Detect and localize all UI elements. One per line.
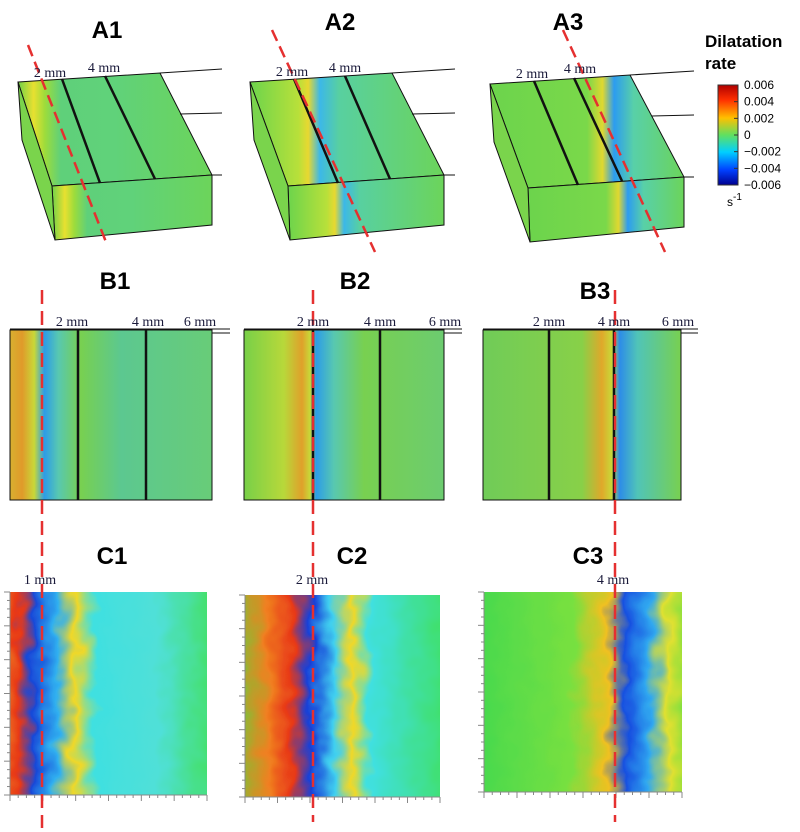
distance-label: 4 mm — [329, 61, 361, 76]
distance-label: 2 mm — [296, 573, 328, 588]
distance-label: 2 mm — [56, 315, 88, 330]
distance-label: 4 mm — [564, 62, 596, 77]
colorbar-tick-label: −0.004 — [744, 161, 781, 175]
distance-label: 2 mm — [34, 66, 66, 81]
scale-line — [10, 328, 698, 334]
boundary — [532, 80, 580, 186]
dashed-line — [270, 29, 377, 253]
edge — [411, 112, 456, 115]
panel-a3 — [489, 29, 695, 253]
distance-label: 4 mm — [364, 315, 396, 330]
boundary — [103, 75, 157, 180]
colorbar-unit: s-1 — [727, 192, 742, 209]
dashed-lines — [40, 290, 617, 828]
edge — [179, 112, 223, 115]
distance-label: 2 mm — [297, 315, 329, 330]
distance-label: 1 mm — [24, 573, 56, 588]
section-b3 — [482, 329, 682, 501]
top-face — [17, 72, 213, 187]
colorbar-tick-label: 0.002 — [744, 111, 774, 125]
panel-title: B1 — [100, 268, 131, 295]
boundary — [292, 78, 340, 184]
distance-label: 2 mm — [516, 67, 548, 82]
colorbar-tick-label: 0.006 — [744, 78, 774, 92]
colorbar-tick-label: 0.004 — [744, 95, 774, 109]
panel-title: B3 — [580, 278, 611, 305]
side-face — [249, 81, 291, 241]
boundary — [572, 77, 624, 182]
panel-title: A3 — [553, 9, 584, 36]
distance-label: 4 mm — [597, 573, 629, 588]
colorbar-tick-label: −0.002 — [744, 145, 781, 159]
panel-b — [9, 328, 698, 501]
boundary — [60, 78, 102, 184]
side-face — [17, 81, 56, 241]
front-face — [527, 176, 685, 243]
panel-c — [4, 591, 683, 803]
edge — [159, 68, 223, 74]
colorbar-title: rate — [705, 54, 736, 73]
panel-a1 — [17, 44, 223, 243]
section-b1 — [9, 329, 213, 501]
side-face — [489, 83, 531, 243]
unit: s — [727, 195, 733, 209]
edge — [391, 68, 456, 74]
panel-title: B2 — [340, 268, 371, 295]
front-face — [51, 174, 213, 241]
section-b2 — [243, 329, 445, 501]
edge — [651, 114, 695, 117]
heatmap-c1 — [10, 592, 207, 795]
panel-title: C2 — [337, 543, 368, 570]
panel-title: A1 — [92, 17, 123, 44]
colorbar-tick-label: 0 — [744, 128, 751, 142]
panel-title: A2 — [325, 9, 356, 36]
heatmap-c3 — [484, 592, 682, 792]
panel-title: C3 — [573, 543, 604, 570]
distance-label: 4 mm — [88, 61, 120, 76]
distance-label: 6 mm — [429, 315, 461, 330]
colorbar-tick-label: −0.006 — [744, 178, 781, 192]
distance-label: 6 mm — [662, 315, 694, 330]
distance-label: 6 mm — [184, 315, 216, 330]
heatmap-c2 — [245, 595, 440, 797]
unit-exponent: -1 — [733, 192, 742, 203]
boundary — [343, 75, 392, 180]
distance-label: 2 mm — [533, 315, 565, 330]
colorbar: Dilatation rate 0.006 0.004 0.002 0 −0.002 −0… — [705, 32, 782, 209]
panel-a2 — [249, 29, 456, 253]
colorbar-title: Dilatation — [705, 32, 782, 51]
distance-label: 4 mm — [598, 315, 630, 330]
panel-title: C1 — [97, 543, 128, 570]
distance-label: 4 mm — [132, 315, 164, 330]
edge — [629, 70, 695, 76]
distance-label: 2 mm — [276, 65, 308, 80]
dashed-line — [561, 29, 667, 253]
